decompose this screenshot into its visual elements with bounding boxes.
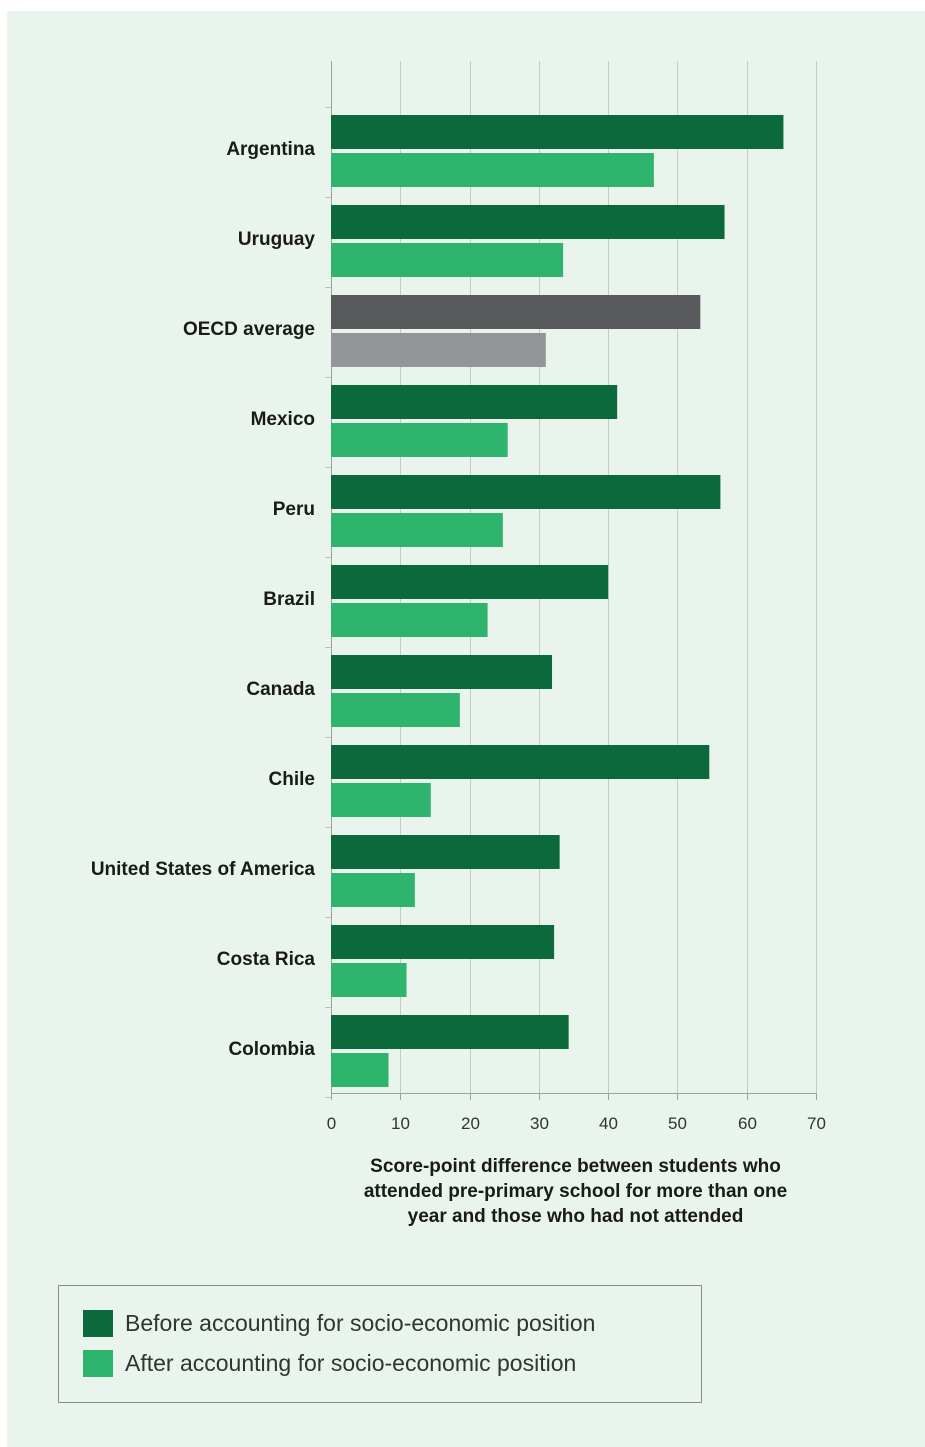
legend: Before accounting for socio-economic pos… — [58, 1285, 702, 1403]
bar-before — [331, 745, 710, 779]
bar-after — [331, 603, 488, 637]
x-tick-label: 40 — [599, 1114, 618, 1133]
bar-after — [331, 963, 407, 997]
category-label: Costa Rica — [217, 949, 316, 970]
category-label: Chile — [269, 769, 315, 790]
bar-after — [331, 783, 431, 817]
bar-after — [331, 1053, 389, 1087]
bar-before — [331, 565, 609, 599]
bar-before — [331, 475, 721, 509]
bar-after — [331, 153, 654, 187]
x-axis-title: Score-point difference between students … — [318, 1154, 833, 1229]
x-tick-label: 50 — [668, 1114, 687, 1133]
x-axis-title-line-2: attended pre-primary school for more tha… — [363, 1181, 788, 1202]
x-tick-label: 20 — [461, 1114, 480, 1133]
legend-label-after: After accounting for socio-economic posi… — [125, 1349, 577, 1376]
bar-before — [331, 1015, 569, 1049]
bar-before — [331, 295, 701, 329]
category-label: Uruguay — [238, 229, 316, 250]
category-label: Peru — [273, 499, 315, 520]
bar-after — [331, 423, 508, 457]
bar-before — [331, 835, 560, 869]
bar-before — [331, 115, 784, 149]
legend-item-before: Before accounting for socio-economic pos… — [83, 1308, 595, 1338]
bar-after — [331, 333, 546, 367]
bar-after — [331, 693, 460, 727]
x-tick-label: 30 — [530, 1114, 549, 1133]
x-tick-label: 10 — [391, 1114, 410, 1133]
category-label: Brazil — [263, 589, 315, 610]
legend-swatch-before — [83, 1309, 113, 1337]
category-label: Mexico — [251, 409, 315, 430]
x-tick-label: 0 — [327, 1114, 336, 1133]
bar-before — [331, 925, 555, 959]
bar-after — [331, 243, 564, 277]
legend-swatch-after — [83, 1349, 113, 1377]
legend-item-after: After accounting for socio-economic posi… — [83, 1348, 576, 1378]
category-label: Canada — [246, 679, 315, 700]
x-axis-title-line-3: year and those who had not attended — [407, 1206, 744, 1227]
bar-before — [331, 205, 725, 239]
x-tick-label: 70 — [807, 1114, 826, 1133]
category-label: Argentina — [226, 139, 315, 160]
x-axis-title-line-1: Score-point difference between students … — [370, 1156, 781, 1177]
bar-before — [331, 385, 618, 419]
category-label: Colombia — [228, 1039, 315, 1060]
category-label: OECD average — [183, 319, 315, 340]
bar-after — [331, 873, 415, 907]
category-label: United States of America — [91, 859, 316, 880]
bar-before — [331, 655, 553, 689]
legend-label-before: Before accounting for socio-economic pos… — [125, 1309, 596, 1336]
x-tick-label: 60 — [738, 1114, 757, 1133]
bar-after — [331, 513, 503, 547]
